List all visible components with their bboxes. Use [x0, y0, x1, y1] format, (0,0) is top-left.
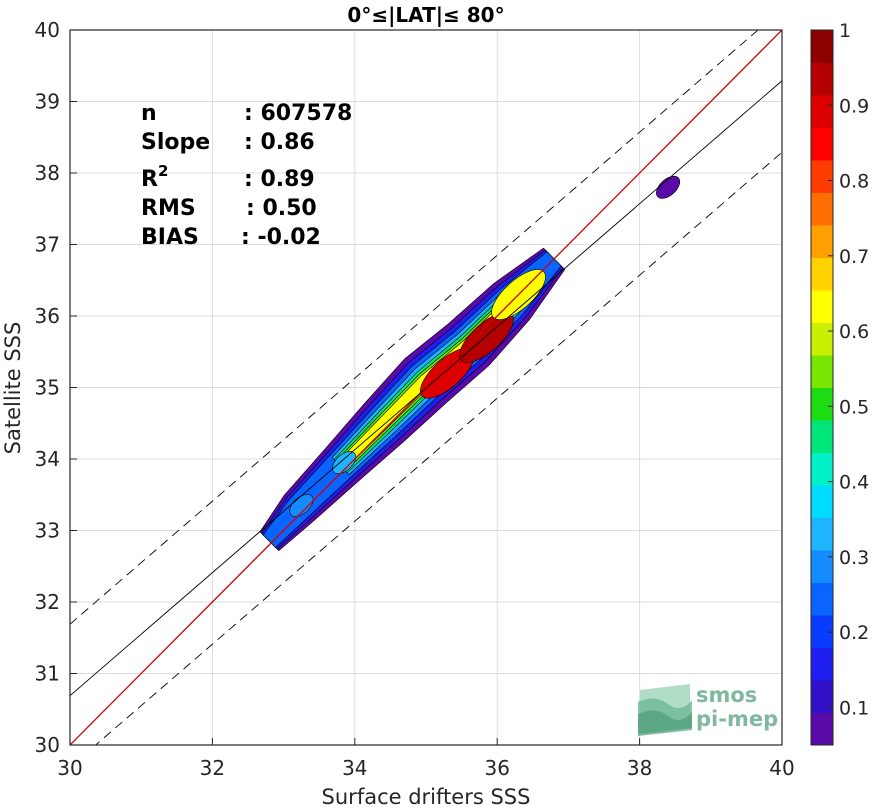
colorbar-segment [811, 160, 833, 193]
colorbar-segment [811, 30, 833, 63]
stat-r2-letter: R [141, 167, 158, 192]
colorbar-segment [811, 550, 833, 583]
y-tick-label: 37 [35, 233, 60, 257]
density-peak [289, 494, 314, 517]
stat-slope-label: Slope [141, 130, 210, 155]
colorbar-segment [811, 257, 833, 291]
statistics-box: n : 607578 Slope : 0.86 R2 : 0.89 RMS : … [141, 101, 352, 250]
colorbar-segment [811, 95, 833, 128]
colorbar-segment [811, 192, 833, 226]
x-tick-label: 36 [484, 756, 509, 780]
colorbar-segment [811, 420, 833, 453]
colorbar-tick-label: 0.5 [839, 396, 869, 418]
density-peak [332, 451, 357, 474]
colorbar-tick-label: 0.9 [839, 95, 869, 117]
stat-n-value: : 607578 [244, 101, 352, 126]
colorbar-segment [811, 290, 833, 323]
x-axis-label: Surface drifters SSS [322, 785, 531, 808]
line-fit-minus-2rms [94, 151, 782, 745]
y-tick-label: 31 [35, 662, 60, 686]
line-fit-plus-2rms [70, 30, 759, 625]
colorbar-segment [811, 517, 833, 551]
y-tick-label: 40 [35, 18, 60, 42]
colorbar-tick-label: 0.8 [839, 171, 869, 193]
colorbar-segment [811, 322, 833, 356]
colorbar-frame [810, 29, 834, 746]
line-fit [70, 80, 782, 697]
x-tick-label: 34 [342, 756, 367, 780]
chart-title: 0°≤|LAT|≤ 80° [347, 3, 504, 27]
y-axis-ticks: 30 31 32 33 34 35 36 37 38 39 40 [35, 18, 77, 757]
colorbar-segment [811, 582, 833, 616]
colorbar-tick-label: 0.4 [839, 472, 869, 494]
logo-text-smos: smos [696, 683, 757, 707]
grid-lines [69, 29, 783, 746]
x-tick-label: 30 [57, 756, 82, 780]
y-tick-label: 33 [35, 519, 60, 543]
colorbar-segment [811, 615, 833, 648]
stat-bias-value: : -0.02 [241, 225, 321, 250]
stat-r2-label: R2 [141, 162, 168, 192]
line-identity [70, 30, 782, 745]
y-tick-label: 36 [35, 304, 60, 328]
colorbar-tick-label: 0.3 [839, 547, 869, 569]
colorbar-tick-label: 0.7 [839, 246, 869, 268]
smos-pi-mep-logo: smos pi-mep [638, 683, 778, 736]
colorbar-tick-label: 0.6 [839, 321, 869, 343]
logo-text-pi-mep: pi-mep [696, 707, 778, 731]
colorbar-segment [811, 225, 833, 258]
colorbar: 0.1 0.2 0.3 0.4 0.5 0.6 0.7 0.8 0.9 1 [810, 20, 869, 746]
x-tick-label: 32 [200, 756, 225, 780]
y-tick-label: 32 [35, 590, 60, 614]
density-peak [656, 175, 681, 199]
stat-r2-value: : 0.89 [244, 167, 315, 192]
colorbar-segment [811, 127, 833, 161]
colorbar-segment [811, 355, 833, 388]
x-axis-ticks: 30 32 34 36 38 40 [57, 738, 795, 780]
colorbar-tick-label: 0.2 [839, 622, 869, 644]
stat-n-label: n [141, 101, 157, 126]
stat-r2-superscript: 2 [158, 162, 168, 180]
y-axis-label: Satellite SSS [1, 322, 25, 455]
stat-rms-value: : 0.50 [246, 196, 317, 221]
stat-bias-label: BIAS [141, 225, 199, 250]
y-tick-label: 38 [35, 161, 60, 185]
y-tick-label: 30 [35, 733, 60, 757]
y-tick-label: 34 [35, 447, 60, 471]
x-tick-label: 40 [769, 756, 794, 780]
logo-wave-icon [638, 684, 692, 736]
x-tick-label: 38 [627, 756, 652, 780]
colorbar-segment [811, 452, 833, 486]
colorbar-tick-label: 0.1 [839, 697, 869, 719]
y-tick-label: 39 [35, 90, 60, 114]
colorbar-segment [811, 712, 833, 746]
stat-slope-value: : 0.86 [244, 130, 315, 155]
colorbar-segment [811, 680, 833, 713]
y-tick-label: 35 [35, 376, 60, 400]
colorbar-segment [811, 485, 833, 518]
stat-rms-label: RMS [141, 196, 196, 221]
colorbar-segment [811, 387, 833, 421]
colorbar-segment [811, 647, 833, 681]
reference-lines [70, 30, 782, 745]
colorbar-tick-label: 1 [839, 20, 851, 42]
colorbar-segment [811, 62, 833, 96]
